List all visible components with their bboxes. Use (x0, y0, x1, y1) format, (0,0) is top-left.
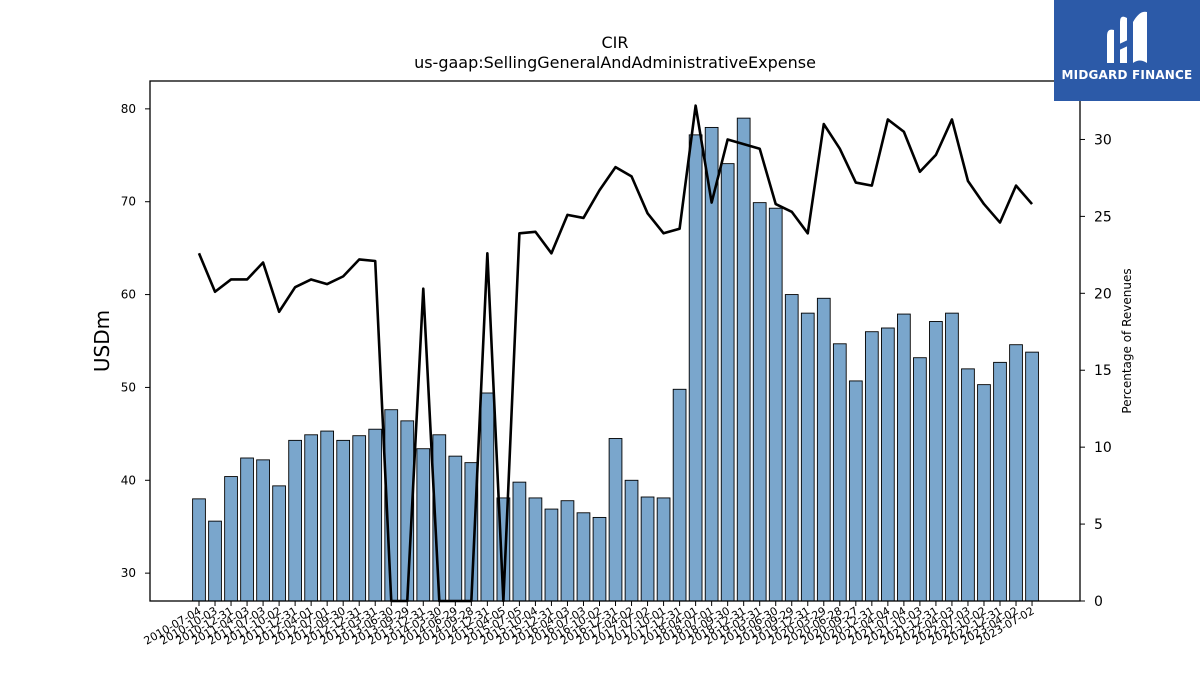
bar (448, 455, 463, 602)
bar (560, 500, 575, 602)
y2-tick-label: 0 (1094, 594, 1103, 610)
bar (929, 321, 943, 602)
logo-text: MIDGARD FINANCE (1061, 68, 1193, 82)
bar (848, 380, 863, 602)
bar (881, 327, 895, 602)
y-tick-label: 80 (121, 102, 136, 116)
y2-tick-label: 30 (1094, 132, 1112, 148)
y2-tick-label: 5 (1094, 517, 1103, 533)
bar (624, 479, 639, 602)
y2-tick-label: 15 (1094, 363, 1112, 379)
line-group (197, 104, 1034, 603)
bar (913, 357, 927, 602)
y-tick-label: 70 (121, 195, 136, 209)
y2-tick-label: 20 (1094, 286, 1112, 302)
bar (832, 343, 847, 602)
bar (1009, 344, 1023, 602)
bar (752, 202, 767, 602)
bar (608, 438, 623, 602)
bar (208, 520, 222, 602)
bar (720, 163, 735, 602)
bar (864, 331, 879, 602)
bar (352, 435, 367, 602)
bar (304, 434, 318, 602)
chart-title: CIR (601, 33, 628, 52)
bar (688, 134, 703, 602)
bar (993, 361, 1007, 602)
y-axis-left: 30 40 50 60 70 80 (121, 102, 150, 580)
bar (336, 439, 351, 602)
y2-tick-label: 25 (1094, 209, 1112, 225)
bar (512, 481, 527, 602)
bar (368, 428, 383, 602)
bars-group (192, 117, 1039, 602)
bar (192, 498, 206, 602)
bar (897, 313, 911, 602)
bar (592, 516, 607, 602)
bar (576, 512, 591, 602)
y-tick-label: 50 (121, 380, 136, 394)
y-tick-label: 40 (121, 473, 136, 487)
bar (800, 312, 815, 602)
y2-axis-label: Percentage of Revenues (1120, 268, 1134, 413)
bar (672, 388, 687, 602)
bar (945, 312, 959, 602)
bar (528, 497, 543, 602)
logo-mark-icon (1107, 11, 1147, 64)
cir-percentage-line (197, 104, 1034, 603)
bar (544, 508, 559, 602)
bar (977, 384, 991, 602)
bar (768, 207, 783, 602)
bar (480, 392, 495, 602)
y-tick-label: 60 (121, 288, 136, 302)
chart-subtitle: us-gaap:SellingGeneralAndAdministrativeE… (414, 53, 816, 72)
bar (256, 459, 270, 602)
bar (656, 497, 671, 602)
midgard-finance-logo: MIDGARD FINANCE (1054, 0, 1200, 101)
bar (784, 294, 799, 602)
bar (320, 430, 335, 602)
bar (1025, 351, 1039, 602)
bar (272, 485, 286, 602)
bar (224, 476, 238, 602)
bar (288, 439, 302, 602)
y-axis-right: 0 5 10 15 20 25 30 (1080, 132, 1112, 610)
y-tick-label: 30 (121, 566, 136, 580)
y-axis-label: USDm (90, 310, 114, 372)
bar (736, 117, 751, 602)
bar (961, 368, 975, 602)
bar (240, 457, 254, 602)
plot-frame (149, 80, 1081, 602)
bar (816, 297, 831, 602)
bar (640, 496, 655, 602)
bar (416, 448, 431, 602)
y2-tick-label: 10 (1094, 440, 1112, 456)
x-axis: 2010-07-042010-10-032010-12-312011-04-03… (142, 601, 1037, 648)
